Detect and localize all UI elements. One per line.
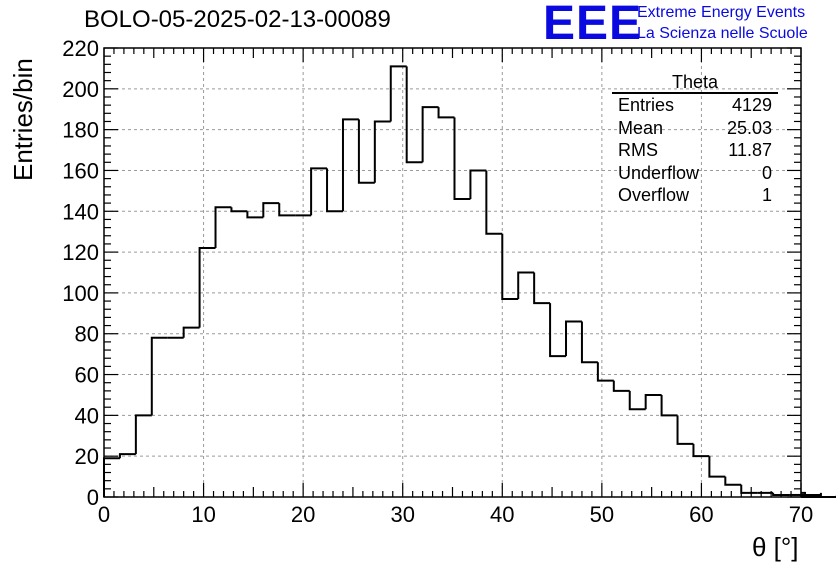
histogram-bin: [341, 118, 359, 212]
histogram-bin: [501, 233, 519, 301]
y-tick-label: 80: [75, 322, 99, 347]
stats-value: 4129: [731, 95, 772, 115]
histogram-bin: [134, 414, 152, 455]
y-tick-label: 100: [62, 281, 99, 306]
histogram-bin: [801, 492, 822, 496]
histogram-bin: [118, 453, 136, 459]
histogram-bin: [230, 207, 248, 213]
x-tick-label: 70: [789, 502, 813, 527]
histogram-bin: [533, 272, 551, 305]
y-tick-label: 200: [62, 77, 99, 102]
histogram-bin: [801, 494, 836, 498]
y-tick-label: 40: [75, 403, 99, 428]
stats-row-rms: RMS 11.87: [612, 139, 778, 162]
y-tick-label: 120: [62, 240, 99, 265]
y-tick-label: 20: [75, 444, 99, 469]
stats-value: 0: [761, 162, 772, 183]
histogram-bin: [357, 119, 375, 184]
stats-label: Entries: [618, 95, 675, 115]
histogram-bin: [628, 390, 646, 411]
stats-label: Overflow: [618, 185, 690, 206]
stats-row-overflow: Overflow 1: [612, 184, 778, 207]
stats-value: 11.87: [728, 140, 772, 161]
y-tick-label: 220: [62, 36, 99, 61]
histogram-bin: [246, 211, 264, 219]
logo-subtitle-line2: La Scienza nelle Scuole: [637, 25, 808, 42]
stats-value: 25.03: [726, 117, 772, 138]
histogram-bin: [485, 170, 503, 235]
histogram-bin: [517, 271, 535, 300]
histogram-bin: [262, 202, 280, 218]
x-tick-label: 50: [590, 502, 614, 527]
histogram-bin: [214, 206, 232, 249]
x-axis-label: θ [°]: [752, 532, 799, 562]
histogram-bin: [660, 394, 678, 417]
x-tick-label: 40: [490, 502, 514, 527]
y-tick-label: 60: [75, 363, 99, 388]
histogram-bin: [740, 484, 758, 494]
stats-row-underflow: Underflow 0: [612, 162, 778, 185]
plot-title: BOLO-05-2025-02-13-00089: [84, 6, 391, 33]
histogram-bin: [405, 66, 423, 164]
histogram-bin: [326, 168, 343, 213]
stats-label: Mean: [618, 117, 664, 138]
histogram-bin: [469, 169, 487, 200]
x-tick-label: 60: [689, 502, 713, 527]
histogram-bin: [580, 321, 598, 364]
histogram-bin: [549, 303, 567, 358]
stats-label: Underflow: [618, 162, 700, 183]
grid-lines: [104, 48, 801, 497]
histogram-bars: [103, 65, 836, 498]
stats-row-mean: Mean 25.03: [612, 117, 778, 140]
histogram-bin: [182, 326, 200, 338]
histogram-bin: [373, 120, 391, 183]
y-tick-label: 180: [62, 118, 99, 143]
stats-label: RMS: [618, 140, 658, 161]
eee-logo: EEE: [543, 0, 643, 50]
histogram-bin: [724, 476, 742, 486]
histogram-bin: [437, 107, 455, 119]
y-tick-label: 140: [62, 199, 99, 224]
histogram-bin: [644, 393, 662, 410]
x-tick-label: 0: [98, 502, 110, 527]
histogram-bin: [421, 106, 439, 163]
histogram-bin: [310, 167, 328, 216]
y-tick-label: 0: [87, 485, 99, 510]
x-tick-label: 30: [390, 502, 414, 527]
histogram-bin: [596, 362, 614, 382]
logo-subtitle-line1: Extreme Energy Events: [637, 4, 806, 21]
histogram-bin: [198, 247, 216, 328]
histogram-bin: [692, 443, 710, 458]
histogram-bin: [676, 415, 694, 445]
axis-tick-labels: 0 10 20 30 40 50 60 700204060801001201401601802…: [62, 36, 813, 527]
histogram-bin: [565, 320, 582, 357]
stats-box: Theta Entries 4129 Mean 25.03 RMS 11.87 …: [612, 72, 778, 207]
histogram-bin: [389, 65, 407, 122]
stats-value: 1: [761, 185, 772, 206]
histogram-bin: [278, 203, 296, 217]
x-tick-label: 20: [291, 502, 315, 527]
stats-title: Theta: [612, 72, 778, 94]
y-tick-label: 160: [62, 158, 99, 183]
histogram-bin: [708, 456, 726, 478]
stats-row-entries: Entries 4129: [612, 94, 778, 117]
y-axis-label: Entries/bin: [8, 58, 38, 181]
histogram-bin: [150, 336, 168, 416]
x-tick-label: 10: [191, 502, 215, 527]
axis-ticks: [103, 47, 802, 498]
histogram-bin: [453, 117, 471, 201]
histogram-bin: [612, 380, 630, 392]
histogram-bin: [772, 492, 790, 496]
